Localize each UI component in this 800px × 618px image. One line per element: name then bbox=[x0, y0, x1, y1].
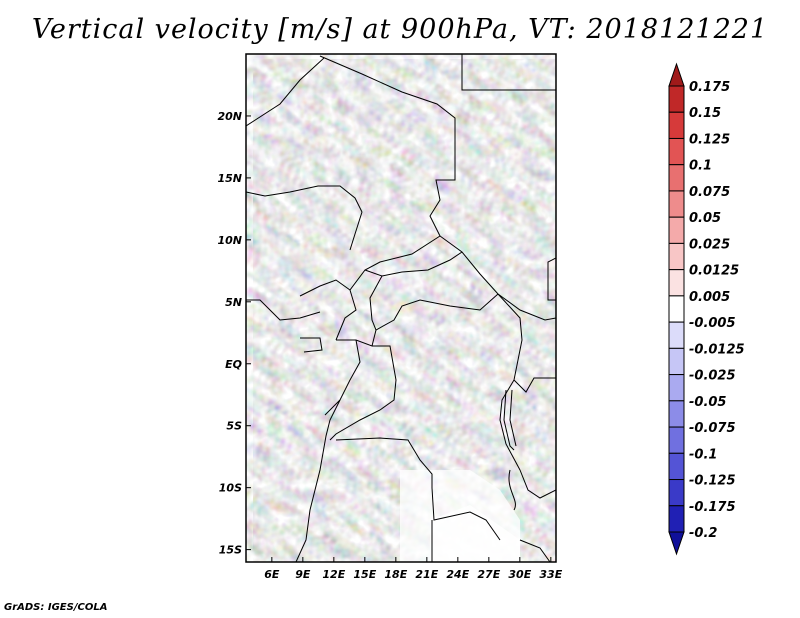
colorbar-label: -0.125 bbox=[689, 474, 736, 489]
colorbar-segment bbox=[668, 505, 685, 533]
lon-tick-label: 27E bbox=[477, 568, 500, 581]
colorbar-label: 0.025 bbox=[689, 237, 730, 252]
colorbar-segment bbox=[668, 321, 685, 349]
colorbar: 0.175 0.15 0.125 0.1 0.075 0.05 0.025 0.0125 0.0… bbox=[668, 62, 745, 556]
colorbar-segment bbox=[668, 137, 685, 166]
lon-tick-label: 6E bbox=[264, 568, 280, 581]
colorbar-segment bbox=[668, 347, 685, 376]
lon-tick-label: 33E bbox=[539, 568, 562, 581]
colorbar-label: -0.005 bbox=[689, 316, 736, 331]
lat-tick-label: 15S bbox=[219, 544, 242, 557]
lon-tick-label: 18E bbox=[384, 568, 407, 581]
colorbar-label: 0.125 bbox=[689, 132, 730, 147]
colorbar-segment bbox=[668, 242, 685, 271]
colorbar-label: -0.075 bbox=[689, 421, 736, 436]
colorbar-segment bbox=[668, 479, 685, 507]
colorbar-label: -0.2 bbox=[689, 526, 717, 541]
colorbar-segment bbox=[668, 426, 685, 454]
colorbar-label: -0.0125 bbox=[689, 342, 745, 357]
colorbar-label: 0.175 bbox=[689, 80, 730, 95]
colorbar-label: -0.025 bbox=[689, 369, 736, 384]
lat-tick-label: 10N bbox=[217, 234, 242, 247]
colorbar-segment bbox=[668, 164, 685, 192]
colorbar-segment bbox=[668, 111, 685, 139]
colorbar-label: -0.05 bbox=[689, 395, 726, 410]
lat-tick-label: 5S bbox=[226, 420, 242, 433]
colorbar-segment bbox=[668, 216, 685, 244]
colorbar-segment bbox=[668, 295, 685, 323]
colorbar-bottom-arrow bbox=[668, 531, 685, 556]
colorbar-label: 0.0125 bbox=[689, 264, 739, 279]
longitude-axis: 6E 9E 12E 15E 18E 21E 24E 27E 30E 33E bbox=[264, 557, 563, 581]
colorbar-label: 0.075 bbox=[689, 185, 730, 200]
colorbar-segment bbox=[668, 190, 685, 218]
lon-tick-label: 12E bbox=[322, 568, 345, 581]
lon-tick-label: 24E bbox=[446, 568, 469, 581]
chart-title: Vertical velocity [m/s] at 900hPa, VT: 2… bbox=[31, 14, 769, 45]
lat-tick-label: EQ bbox=[225, 358, 242, 371]
lat-tick-label: 5N bbox=[225, 296, 242, 309]
colorbar-label: -0.1 bbox=[689, 447, 717, 462]
lat-tick-label: 15N bbox=[217, 172, 242, 185]
lon-tick-label: 9E bbox=[295, 568, 311, 581]
colorbar-segment bbox=[668, 400, 685, 428]
colorbar-label: 0.005 bbox=[689, 290, 730, 305]
latitude-axis: 20N 15N 10N 5N EQ 5S 10S 15S bbox=[217, 110, 251, 557]
colorbar-segment bbox=[668, 85, 685, 113]
colorbar-label: 0.05 bbox=[689, 211, 721, 226]
lon-tick-label: 21E bbox=[415, 568, 438, 581]
grads-credit: GrADS: IGES/COLA bbox=[4, 602, 108, 613]
velocity-field bbox=[246, 54, 556, 562]
colorbar-segment bbox=[668, 374, 685, 402]
lat-tick-label: 10S bbox=[219, 482, 242, 495]
colorbar-segment bbox=[668, 452, 685, 481]
lat-tick-label: 20N bbox=[217, 110, 242, 123]
colorbar-label: 0.15 bbox=[689, 106, 721, 121]
colorbar-segment bbox=[668, 269, 685, 297]
colorbar-top-arrow bbox=[668, 62, 685, 87]
country-borders bbox=[246, 54, 556, 562]
colorbar-label: -0.175 bbox=[689, 500, 736, 515]
map-frame bbox=[245, 53, 557, 563]
colorbar-label: 0.1 bbox=[689, 159, 712, 174]
lon-tick-label: 15E bbox=[353, 568, 376, 581]
lon-tick-label: 30E bbox=[508, 568, 531, 581]
